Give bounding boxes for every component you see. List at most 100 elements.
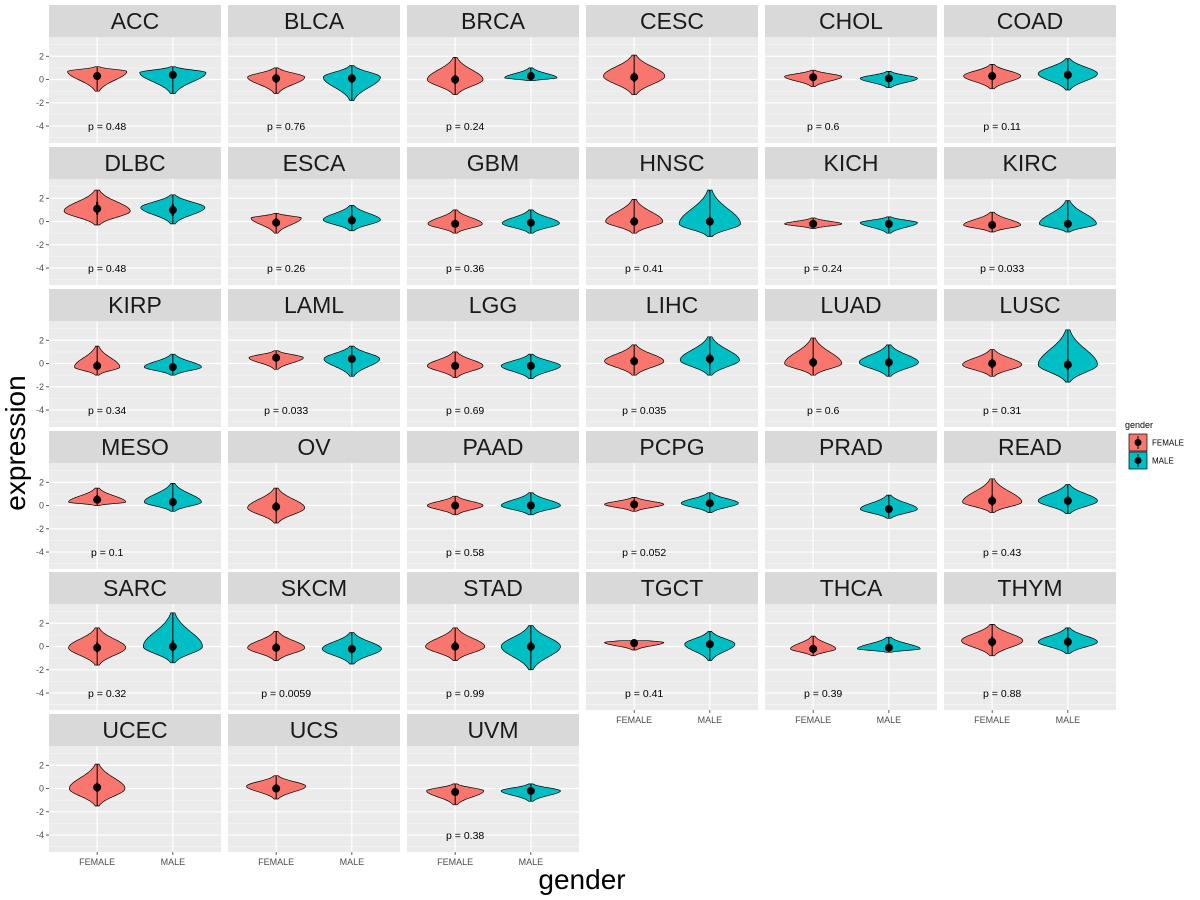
- p-value-label: p = 0.11: [983, 121, 1021, 133]
- median-point: [272, 643, 281, 652]
- panel-hnsc: HNSC p = 0.41: [586, 147, 758, 285]
- violin-female-3: [603, 54, 666, 96]
- median-point: [809, 219, 818, 228]
- median-point: [272, 784, 281, 793]
- violin-female-15: [604, 344, 665, 376]
- violin-female-6: [63, 189, 131, 226]
- legend-label: MALE: [1152, 457, 1174, 466]
- panel-background: [944, 604, 1116, 710]
- facet-strip: [765, 431, 937, 463]
- facet-strip: [49, 572, 221, 604]
- panel-background: [765, 321, 937, 427]
- panel-background: [228, 463, 400, 569]
- panel-background: [407, 179, 579, 285]
- panel-background: [407, 746, 579, 852]
- violin-female-8: [427, 209, 483, 234]
- y-tick-label: -4: [36, 405, 44, 415]
- median-point: [988, 496, 997, 505]
- panel-stad: STAD p = 0.99: [407, 572, 579, 710]
- facet-strip: [586, 572, 758, 604]
- facet-strip: [228, 147, 400, 179]
- y-tick-label: -2: [36, 524, 44, 534]
- violin-female-18: [68, 487, 127, 506]
- x-tick-label: FEMALE: [258, 857, 294, 867]
- y-tick-label: -2: [36, 665, 44, 675]
- median-point: [168, 642, 177, 651]
- median-point: [809, 358, 818, 367]
- panel-background: [407, 321, 579, 427]
- facet-strip: [228, 572, 400, 604]
- median-point: [1063, 360, 1072, 369]
- facet-title: PCPG: [639, 434, 704, 460]
- y-tick-label: 2: [39, 193, 44, 203]
- median-point: [1063, 219, 1072, 228]
- facet-title: BLCA: [284, 8, 345, 34]
- panel-background: [944, 37, 1116, 143]
- y-tick-label: -2: [36, 382, 44, 392]
- x-tick-label: FEMALE: [79, 857, 115, 867]
- x-tick-label: FEMALE: [795, 715, 831, 725]
- panel-background: [228, 37, 400, 143]
- facet-title: ESCA: [283, 150, 346, 176]
- panel-kirp: KIRP 2 0 -2 -4 p = 0.34: [36, 289, 221, 427]
- facet-title: THYM: [997, 575, 1062, 601]
- panel-background: [49, 463, 221, 569]
- median-point: [451, 75, 460, 84]
- violin-male-15: [679, 336, 740, 376]
- panel-pcpg: PCPG p = 0.052: [586, 431, 758, 569]
- p-value-label: p = 0.052: [622, 547, 666, 559]
- violin-female-5: [963, 64, 1022, 90]
- violin-female-20: [426, 495, 484, 516]
- facet-strip: [586, 431, 758, 463]
- median-point: [272, 353, 281, 362]
- panel-sarc: SARC 2 0 -2 -4 p = 0.32: [36, 572, 221, 710]
- violin-male-24: [142, 612, 203, 664]
- p-value-label: p = 0.6: [807, 405, 840, 417]
- facet-title: UCEC: [102, 717, 167, 743]
- median-point: [451, 642, 460, 651]
- panel-cesc: CESC: [586, 5, 758, 143]
- panel-lgg: LGG p = 0.69: [407, 289, 579, 427]
- facet-strip: [765, 5, 937, 37]
- violin-male-28: [857, 636, 921, 653]
- median-point: [93, 72, 102, 81]
- panel-background: [765, 179, 937, 285]
- p-value-label: p = 0.76: [267, 121, 305, 133]
- panel-ov: OV: [228, 431, 400, 569]
- panel-background: [228, 179, 400, 285]
- panel-background: [49, 321, 221, 427]
- median-point: [630, 73, 639, 82]
- facet-strip: [49, 714, 221, 746]
- facet-strip: [407, 714, 579, 746]
- facet-title: CHOL: [819, 8, 883, 34]
- violin-female-1: [247, 67, 306, 94]
- p-value-label: p = 0.31: [983, 405, 1021, 417]
- panel-prad: PRAD: [765, 431, 937, 569]
- y-tick-label: -4: [36, 121, 44, 131]
- p-value-label: p = 0.48: [88, 263, 126, 275]
- p-value-label: p = 0.43: [983, 547, 1021, 559]
- facet-strip: [586, 5, 758, 37]
- violin-male-12: [143, 353, 202, 376]
- facet-title: LUSC: [999, 292, 1060, 318]
- panel-ucs: UCS FEMALE MALE: [228, 714, 400, 867]
- violin-female-23: [962, 478, 1023, 513]
- panel-background: [228, 746, 400, 852]
- p-value-label: p = 0.99: [446, 688, 484, 700]
- facet-strip: [407, 5, 579, 37]
- median-point: [93, 361, 102, 370]
- panel-chol: CHOL p = 0.6: [765, 5, 937, 143]
- legend-item-male: MALE: [1128, 451, 1174, 470]
- p-value-label: p = 0.39: [804, 688, 842, 700]
- median-point: [1063, 496, 1072, 505]
- facet-title: GBM: [467, 150, 519, 176]
- legend-label: FEMALE: [1152, 439, 1184, 448]
- violin-female-11: [963, 211, 1022, 233]
- p-value-label: p = 0.88: [983, 688, 1021, 700]
- panel-coad: COAD p = 0.11: [944, 5, 1116, 143]
- y-tick-label: -2: [36, 98, 44, 108]
- median-point: [884, 358, 893, 367]
- median-point: [630, 500, 639, 509]
- median-point: [526, 642, 535, 651]
